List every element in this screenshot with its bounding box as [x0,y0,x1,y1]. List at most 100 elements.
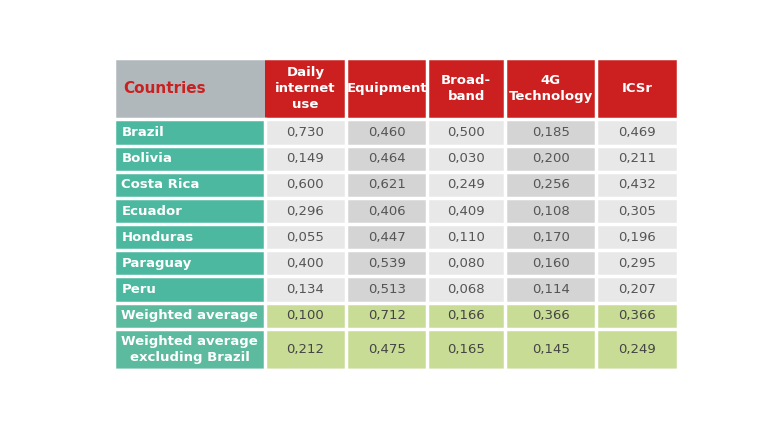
Bar [597,276,678,303]
Text: 0,100: 0,100 [286,309,324,322]
Text: Brazil: Brazil [121,126,164,139]
Text: 0,539: 0,539 [367,257,405,270]
Bar [505,276,597,303]
Text: 0,108: 0,108 [532,204,570,218]
Text: 0,406: 0,406 [368,204,405,218]
Bar [265,172,346,198]
Text: Ecuador: Ecuador [121,204,182,218]
Text: 0,460: 0,460 [368,126,405,139]
Bar [428,224,505,250]
Bar [346,276,428,303]
Text: 0,432: 0,432 [618,179,656,191]
Bar [265,250,346,276]
Text: 0,475: 0,475 [367,343,405,356]
Bar [505,329,597,371]
Text: 0,400: 0,400 [286,257,324,270]
Bar [113,58,265,120]
Bar [346,172,428,198]
Text: 0,366: 0,366 [532,309,570,322]
Bar [597,145,678,172]
Text: 4G
Technology: 4G Technology [509,74,593,103]
Bar [346,58,428,120]
Text: Weighted average
excluding Brazil: Weighted average excluding Brazil [121,335,258,364]
Bar [428,198,505,224]
Text: 0,170: 0,170 [532,231,570,244]
Bar [113,120,265,145]
Bar [597,303,678,329]
Text: 0,110: 0,110 [447,231,485,244]
Bar [597,250,678,276]
Bar [346,329,428,371]
Bar [265,198,346,224]
Text: 0,464: 0,464 [368,152,405,165]
Text: 0,165: 0,165 [447,343,485,356]
Bar [265,224,346,250]
Bar [265,329,346,371]
Text: Costa Rica: Costa Rica [121,179,200,191]
Text: 0,256: 0,256 [532,179,570,191]
Bar [113,329,265,371]
Text: 0,068: 0,068 [447,283,485,296]
Bar [505,120,597,145]
Text: Daily
internet
use: Daily internet use [275,66,336,111]
Bar [428,250,505,276]
Bar [265,276,346,303]
Bar [113,198,265,224]
Bar [597,329,678,371]
Bar [265,58,346,120]
Bar [428,58,505,120]
Bar [265,145,346,172]
Text: Equipment: Equipment [347,82,427,95]
Bar [505,224,597,250]
Bar [597,120,678,145]
Text: ICSr: ICSr [621,82,652,95]
Text: Paraguay: Paraguay [121,257,191,270]
Text: 0,212: 0,212 [286,343,324,356]
Bar [346,120,428,145]
Text: 0,447: 0,447 [368,231,405,244]
Bar [346,303,428,329]
Bar [505,58,597,120]
Text: 0,469: 0,469 [618,126,656,139]
Text: 0,185: 0,185 [532,126,570,139]
Text: 0,600: 0,600 [286,179,324,191]
Bar [113,145,265,172]
Text: 0,305: 0,305 [618,204,656,218]
Bar [346,198,428,224]
Bar [113,250,265,276]
Text: 0,134: 0,134 [286,283,324,296]
Bar [113,224,265,250]
Bar [428,303,505,329]
Bar [505,250,597,276]
Bar [597,198,678,224]
Bar [346,224,428,250]
Text: Countries: Countries [123,81,205,96]
Bar [346,250,428,276]
Text: 0,207: 0,207 [618,283,656,296]
Text: 0,160: 0,160 [532,257,570,270]
Text: 0,211: 0,211 [618,152,656,165]
Text: 0,409: 0,409 [447,204,485,218]
Bar [428,276,505,303]
Bar [428,329,505,371]
Text: 0,030: 0,030 [447,152,485,165]
Text: 0,249: 0,249 [618,343,656,356]
Text: 0,366: 0,366 [618,309,656,322]
Bar [597,58,678,120]
Bar [505,303,597,329]
Bar [597,172,678,198]
Text: 0,114: 0,114 [532,283,570,296]
Bar [597,224,678,250]
Text: Bolivia: Bolivia [121,152,172,165]
Text: 0,296: 0,296 [286,204,324,218]
Bar [428,145,505,172]
Bar [346,145,428,172]
Text: Weighted average: Weighted average [121,309,258,322]
Text: 0,500: 0,500 [447,126,485,139]
Bar [428,120,505,145]
Bar [113,303,265,329]
Text: 0,196: 0,196 [618,231,656,244]
Text: 0,249: 0,249 [447,179,485,191]
Text: 0,295: 0,295 [618,257,656,270]
Text: 0,149: 0,149 [286,152,324,165]
